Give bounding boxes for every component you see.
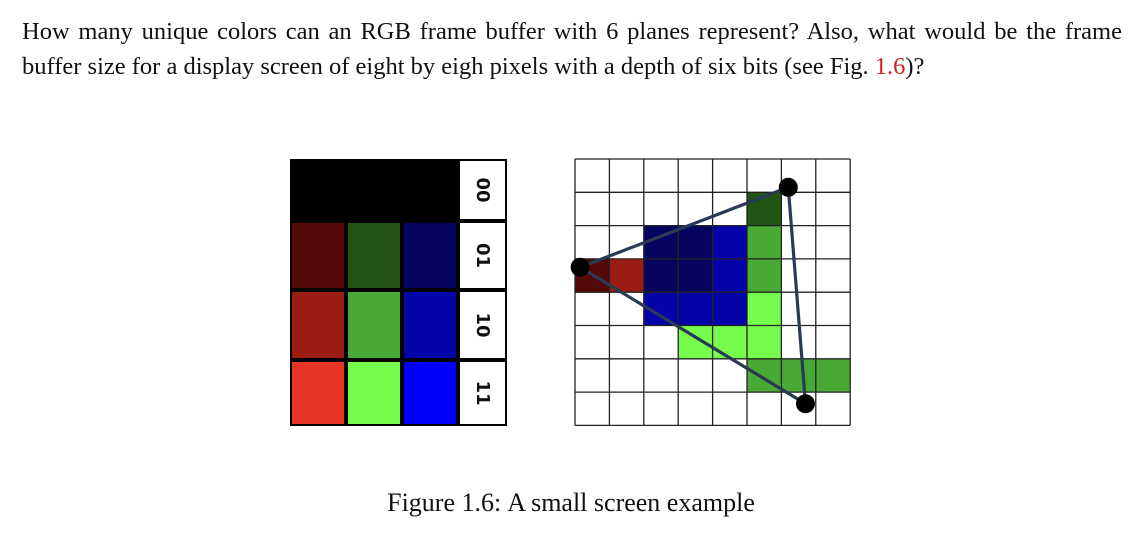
palette-swatch [348, 292, 400, 358]
question-text-after-ref: )? [905, 53, 925, 80]
palette-level-cell [460, 292, 505, 358]
filled-pixel [678, 258, 713, 293]
filled-pixel [712, 325, 747, 359]
palette-swatch [292, 292, 344, 358]
palette-swatch [292, 362, 344, 424]
palette-swatch [348, 223, 400, 288]
filled-pixel [747, 292, 782, 326]
palette-level-cell [460, 362, 505, 424]
palette-level-cell [460, 161, 505, 219]
figure-caption-label: Figure 1.6: [387, 488, 502, 517]
filled-pixel [815, 358, 851, 393]
question-paragraph: How many unique colors can an RGB frame … [22, 14, 1122, 84]
palette-swatch [292, 223, 344, 288]
filled-pixel [678, 225, 713, 259]
palette-swatch [404, 223, 456, 288]
triangle-edges [578, 185, 808, 406]
triangle-vertex [778, 177, 798, 197]
palette-swatch [348, 362, 400, 424]
palette-level-label: 11 [472, 380, 493, 405]
figure-caption-text: A small screen example [507, 488, 755, 517]
filled-pixel [781, 358, 816, 393]
triangle-vertex [795, 394, 815, 414]
triangle-vertex [570, 257, 590, 277]
filled-pixel [747, 325, 782, 359]
palette-level-label: 00 [472, 177, 493, 202]
pixel-grid [570, 158, 851, 427]
figure-reference-link[interactable]: 1.6 [874, 53, 906, 80]
figure-caption: Figure 1.6: A small screen example [0, 488, 1142, 518]
palette-swatch [404, 362, 456, 424]
filled-pixel [712, 258, 747, 293]
filled-pixel [678, 292, 713, 326]
palette-level-label: 10 [472, 312, 493, 337]
filled-pixel [747, 258, 782, 293]
filled-pixel [712, 225, 747, 259]
filled-pixel [747, 225, 782, 259]
question-text-before-ref: How many unique colors can an RGB frame … [22, 18, 1122, 80]
palette-swatch [404, 292, 456, 358]
palette-level-cell [460, 223, 505, 288]
filled-pixel [712, 292, 747, 326]
filled-pixel [643, 258, 679, 293]
palette-level-label: 01 [472, 243, 493, 268]
color-palette: 00 01 10 11 [290, 159, 507, 426]
